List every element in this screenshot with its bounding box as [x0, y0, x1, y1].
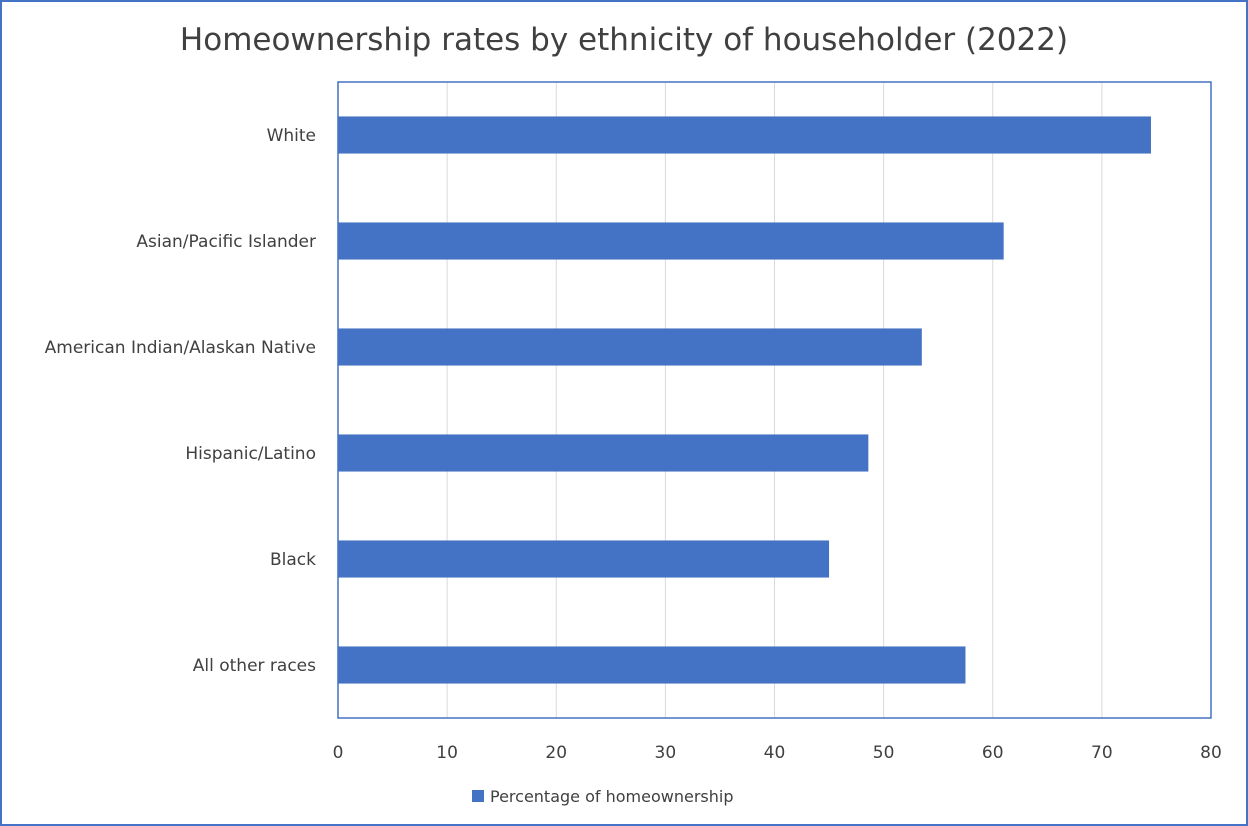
x-tick-labels: 0 10 20 30 40 50 60 70 80 [333, 743, 1222, 763]
legend: Percentage of homeownership [472, 787, 733, 806]
bar [338, 434, 869, 472]
legend-label: Percentage of homeownership [490, 787, 733, 806]
bar [338, 540, 830, 578]
x-tick-label: 0 [333, 743, 344, 763]
category-label: American Indian/Alaskan Native [45, 338, 316, 358]
x-tick-label: 60 [982, 743, 1004, 763]
category-label: Asian/Pacific Islander [136, 232, 316, 252]
x-tick-label: 50 [873, 743, 895, 763]
x-tick-label: 70 [1091, 743, 1113, 763]
bar [338, 116, 1151, 154]
category-labels: White Asian/Pacific Islander American Indi… [45, 126, 316, 676]
category-label: Hispanic/Latino [185, 444, 316, 464]
bars [338, 116, 1151, 684]
x-tick-label: 20 [545, 743, 567, 763]
x-tick-label: 30 [655, 743, 677, 763]
plot-area-border [337, 81, 1212, 719]
bar [338, 646, 966, 684]
category-label: Black [270, 550, 316, 570]
x-tick-label: 40 [764, 743, 786, 763]
category-label: All other races [193, 656, 316, 676]
gridlines [446, 82, 1103, 718]
bar [338, 222, 1004, 260]
chart-title: Homeownership rates by ethnicity of hous… [180, 22, 1068, 58]
bar [338, 328, 922, 366]
legend-swatch [472, 790, 484, 802]
x-tick-label: 10 [436, 743, 458, 763]
x-tick-label: 80 [1200, 743, 1222, 763]
category-label: White [267, 126, 316, 146]
